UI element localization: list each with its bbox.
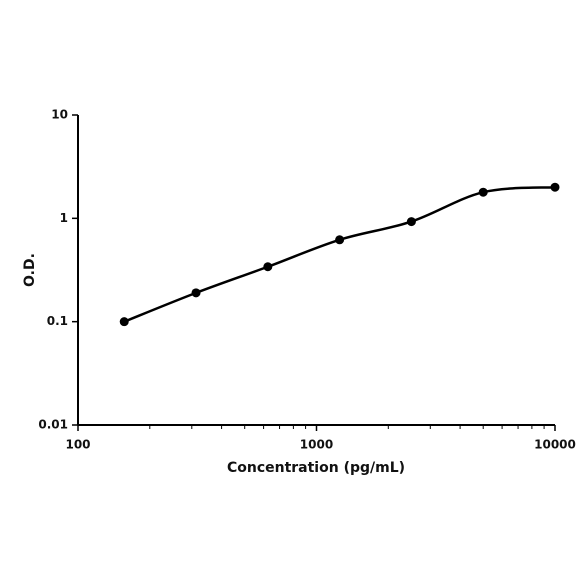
y-tick-label: 0.1 bbox=[47, 314, 68, 328]
line bbox=[123, 185, 556, 323]
y-tick-label: 0.01 bbox=[38, 418, 68, 432]
point bbox=[263, 262, 273, 272]
x-tick-label: 10000 bbox=[534, 438, 576, 452]
x-tick-label: 1000 bbox=[300, 438, 333, 452]
x-tick-label: 100 bbox=[65, 438, 90, 452]
point bbox=[550, 182, 560, 192]
y-tick-label: 10 bbox=[51, 108, 68, 122]
point bbox=[191, 288, 201, 298]
point bbox=[406, 217, 416, 227]
point bbox=[335, 235, 345, 245]
y-tick-label: 1 bbox=[60, 211, 68, 225]
point bbox=[119, 317, 129, 327]
y-axis-label: O.D. bbox=[22, 253, 38, 287]
point bbox=[478, 187, 488, 197]
x-axis-label: Concentration (pg/mL) bbox=[227, 460, 405, 476]
